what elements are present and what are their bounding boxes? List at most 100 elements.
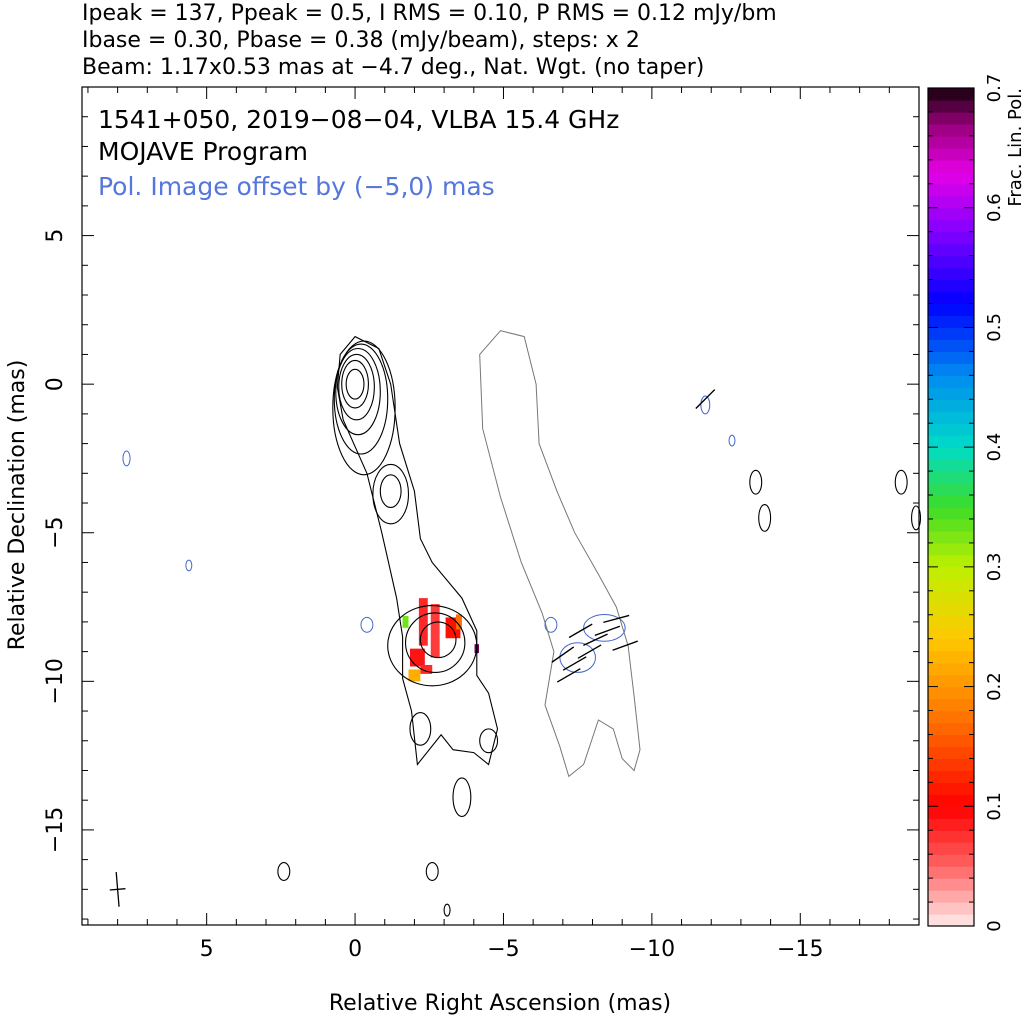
colorbar-step [928, 267, 974, 281]
stokes-i-contour [404, 612, 466, 673]
frac-pol-pixel [408, 669, 421, 682]
colorbar-step [928, 327, 974, 340]
colorbar-step [928, 351, 974, 364]
colorbar-step [928, 171, 974, 185]
colorbar-step [928, 147, 974, 161]
stokes-i-outer-contour [336, 335, 499, 766]
colorbar-step [928, 722, 974, 736]
colorbar-step [928, 411, 974, 424]
colorbar-step [928, 255, 974, 269]
stokes-i-contour [341, 359, 369, 409]
colorbar-step [928, 818, 974, 831]
pol-offset-note: Pol. Image offset by (−5,0) mas [98, 172, 495, 201]
stokes-i-contour [335, 347, 381, 436]
evpa-stick [603, 614, 630, 624]
frac-pol-pixel [418, 598, 428, 646]
evpa-stick [577, 644, 602, 659]
colorbar-step [928, 878, 974, 891]
evpa-stick [568, 623, 593, 639]
header-line-3: Beam: 1.17x0.53 mas at −4.7 deg., Nat. W… [82, 55, 705, 80]
stokes-i-contour [452, 777, 472, 818]
colorbar-step [928, 363, 974, 376]
colorbar-step [928, 447, 974, 460]
colorbar-step [928, 88, 974, 101]
colorbar-step [928, 183, 974, 197]
colorbar-step [928, 770, 974, 783]
stokes-i-contour [479, 728, 499, 754]
pol-intensity-contour [360, 616, 374, 633]
colorbar-step [928, 303, 974, 317]
colorbar-step [928, 782, 974, 795]
x-axis-label: Relative Right Ascension (mas) [329, 991, 671, 1016]
colorbar-step [928, 135, 974, 149]
pol-intensity-contour [728, 434, 736, 447]
colorbar-step [928, 638, 974, 652]
colorbar-tick-label: 0.3 [984, 553, 1005, 582]
colorbar-step [928, 686, 974, 700]
colorbar-step [928, 746, 974, 759]
stokes-i-contour [443, 903, 451, 917]
colorbar-step [928, 662, 974, 676]
colorbar-step [928, 495, 974, 508]
colorbar-step [928, 123, 974, 137]
frac-pol-pixel [409, 648, 425, 667]
frac-pol-pixel [402, 615, 409, 628]
colorbar-step [928, 159, 974, 173]
x-tick-label: 0 [348, 937, 362, 962]
header-line-2: Ibase = 0.30, Pbase = 0.38 (mJy/beam), s… [82, 28, 640, 53]
pol-intensity-contour [185, 559, 193, 572]
pol-intensity-contour [122, 450, 131, 467]
colorbar-step [928, 554, 974, 568]
colorbar-step [928, 578, 974, 592]
colorbar-tick-label: 0.2 [984, 672, 1005, 701]
x-tick-label: 5 [200, 937, 214, 962]
stokes-i-contour [277, 862, 291, 881]
colorbar-step [928, 231, 974, 245]
frac-pol-pixel [455, 614, 462, 630]
colorbar-step [928, 518, 974, 532]
y-tick-label: −10 [43, 658, 68, 704]
y-tick-label: 5 [43, 229, 68, 243]
stokes-i-contour [338, 353, 375, 421]
stokes-i-contour [749, 469, 763, 495]
x-tick-label: −5 [487, 937, 519, 962]
colorbar-step [928, 195, 974, 209]
beam-minor-axis [109, 888, 126, 891]
x-tick-label: −10 [629, 937, 675, 962]
colorbar-tick-label: 0.5 [984, 313, 1005, 342]
evpa-stick [556, 668, 581, 683]
colorbar-step [928, 794, 974, 807]
colorbar-tick-label: 0.7 [984, 74, 1005, 103]
stokes-i-contour [332, 340, 396, 476]
pol-intensity-contour [559, 642, 596, 673]
stokes-i-contour [379, 474, 402, 509]
evpa-stick [695, 389, 716, 409]
y-tick-label: −15 [43, 807, 68, 853]
colorbar-step [928, 626, 974, 640]
colorbar-step [928, 435, 974, 448]
colorbar-step [928, 830, 974, 843]
colorbar-step [928, 530, 974, 544]
frac-pol-pixel [420, 664, 433, 674]
colorbar-step [928, 375, 974, 388]
colorbar-step [928, 483, 974, 496]
colorbar-tick-label: 0.4 [984, 433, 1005, 462]
colorbar-step [928, 854, 974, 867]
colorbar-label: Frac. Lin. Pol. [1005, 88, 1026, 207]
colorbar-step [928, 698, 974, 712]
colorbar-step [928, 614, 974, 628]
colorbar-step [928, 291, 974, 305]
colorbar-step [928, 219, 974, 233]
colorbar-step [928, 902, 974, 915]
colorbar-step [928, 423, 974, 436]
colorbar-step [928, 111, 974, 125]
colorbar-step [928, 674, 974, 688]
colorbar-tick-label: 0 [984, 920, 1005, 931]
colorbar-step [928, 650, 974, 664]
colorbar-step [928, 866, 974, 879]
stokes-i-contour [758, 503, 772, 532]
stokes-i-contour [387, 604, 478, 687]
colorbar-step [928, 387, 974, 400]
stokes-i-contour [345, 368, 365, 400]
stokes-i-contour [333, 343, 389, 455]
